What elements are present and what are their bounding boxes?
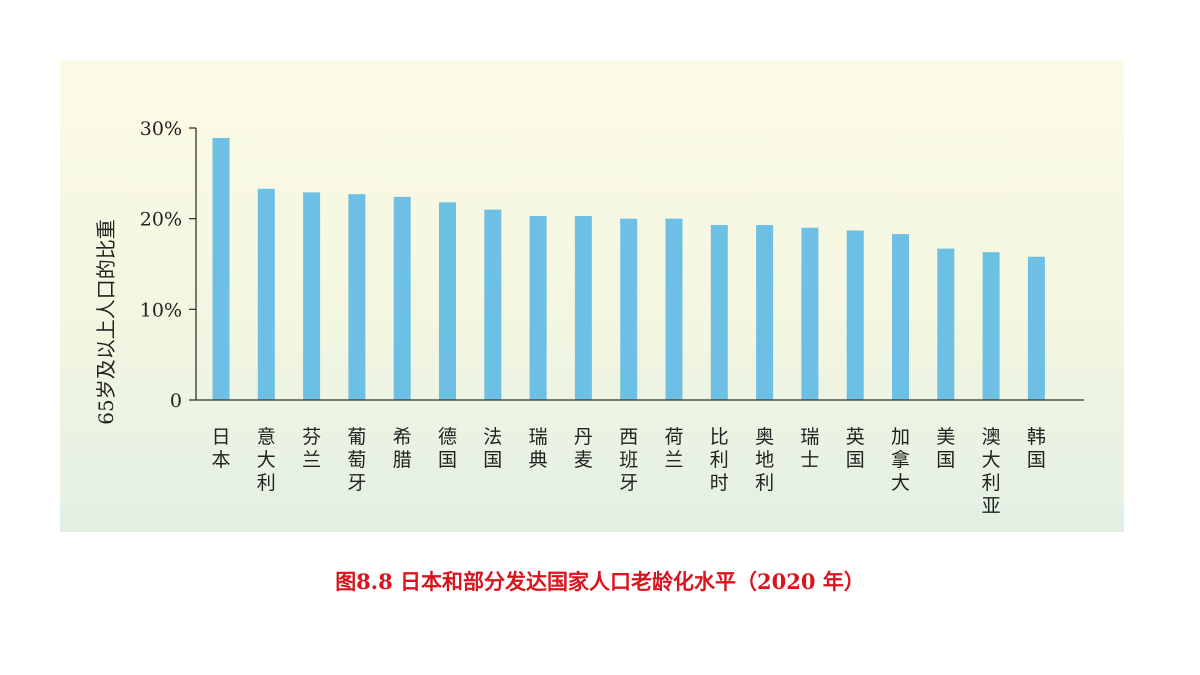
bar (756, 225, 774, 400)
bar (393, 196, 411, 400)
bar (982, 252, 1000, 400)
x-category-label: 澳大利亚 (982, 426, 1001, 517)
x-category-label: 意大利 (257, 426, 276, 494)
bars-layer (212, 137, 1045, 400)
y-tick-label: 0 (170, 390, 182, 412)
x-category-label: 加拿大 (891, 426, 910, 494)
bar (257, 188, 275, 400)
bar (1027, 256, 1045, 400)
x-category-label: 西班牙 (619, 426, 638, 494)
chart-panel: 0 10% 20% 30% 日本 意大利 芬兰 葡萄牙 希腊 德国 法国 瑞典 丹麦 西班牙 荷兰 比利时 奥… (60, 60, 1124, 532)
x-category-label: 日本 (211, 426, 230, 471)
figure-caption: 图8.8 日本和部分发达国家人口老龄化水平（2020 年） (335, 569, 865, 594)
bar (303, 192, 321, 400)
bar (937, 248, 955, 400)
bar (484, 209, 502, 400)
x-category-label: 希腊 (393, 426, 412, 471)
bar (710, 225, 728, 400)
x-category-label: 葡萄牙 (347, 426, 366, 494)
y-ticks-layer: 0 10% 20% 30% (140, 118, 196, 412)
bar (212, 137, 230, 400)
bar (665, 218, 683, 400)
bar (348, 194, 366, 400)
x-category-label: 比利时 (710, 426, 729, 494)
x-category-label: 奥地利 (755, 426, 774, 494)
x-category-label: 美国 (936, 426, 955, 471)
x-category-label: 荷兰 (664, 426, 683, 471)
x-category-label: 德国 (438, 426, 457, 471)
x-category-label: 芬兰 (302, 426, 321, 471)
y-axis-label: 65岁及以上人口的比重 (94, 219, 118, 424)
x-category-label: 丹麦 (574, 426, 593, 471)
bar (439, 202, 456, 400)
bar (574, 215, 592, 400)
x-category-label: 韩国 (1027, 426, 1046, 471)
y-tick-label: 30% (140, 118, 182, 140)
bar (620, 218, 638, 400)
bar (801, 227, 819, 400)
y-tick-label: 20% (140, 209, 182, 231)
x-category-label: 瑞典 (529, 426, 548, 471)
bar (892, 234, 909, 400)
x-category-label: 英国 (846, 426, 865, 471)
x-category-label: 瑞士 (800, 426, 819, 471)
bar (529, 215, 547, 400)
bar (846, 230, 864, 400)
y-tick-label: 10% (140, 299, 182, 321)
x-category-label: 法国 (483, 426, 502, 471)
